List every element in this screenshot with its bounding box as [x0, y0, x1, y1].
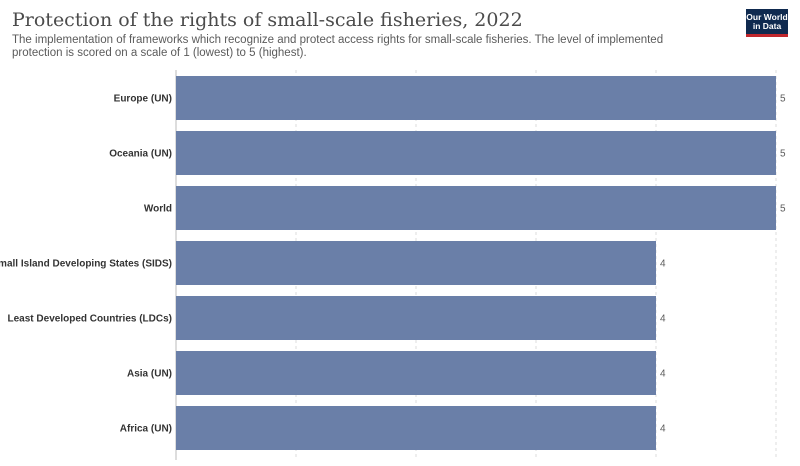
bar	[176, 76, 776, 120]
category-label: Africa (UN)	[120, 424, 172, 435]
logo-text: Our World in Data	[746, 11, 788, 31]
value-label: 4	[660, 424, 666, 435]
chart-subtitle: The implementation of frameworks which r…	[12, 34, 664, 59]
bar	[176, 241, 656, 285]
value-label: 5	[780, 94, 786, 105]
bars	[176, 76, 776, 450]
bar	[176, 351, 656, 395]
bar	[176, 296, 656, 340]
logo-accent-stripe	[746, 34, 788, 37]
value-label: 5	[780, 204, 786, 215]
value-label: 4	[660, 369, 666, 380]
bar	[176, 131, 776, 175]
value-label: 4	[660, 314, 666, 325]
category-label: Asia (UN)	[127, 369, 172, 380]
category-label: Oceania (UN)	[109, 149, 172, 160]
bar	[176, 186, 776, 230]
category-label: Small Island Developing States (SIDS)	[0, 259, 172, 270]
category-label: Europe (UN)	[114, 94, 172, 105]
bar	[176, 406, 656, 450]
chart-title: Protection of the rights of small-scale …	[12, 9, 523, 31]
owid-logo[interactable]: Our World in Data	[746, 9, 788, 36]
value-label: 4	[660, 259, 666, 270]
category-label: World	[144, 204, 172, 215]
value-label: 5	[780, 149, 786, 160]
category-label: Least Developed Countries (LDCs)	[8, 314, 172, 325]
labels: Europe (UN) 5 Oceania (UN) 5 World 5 Small Isl…	[0, 94, 786, 435]
